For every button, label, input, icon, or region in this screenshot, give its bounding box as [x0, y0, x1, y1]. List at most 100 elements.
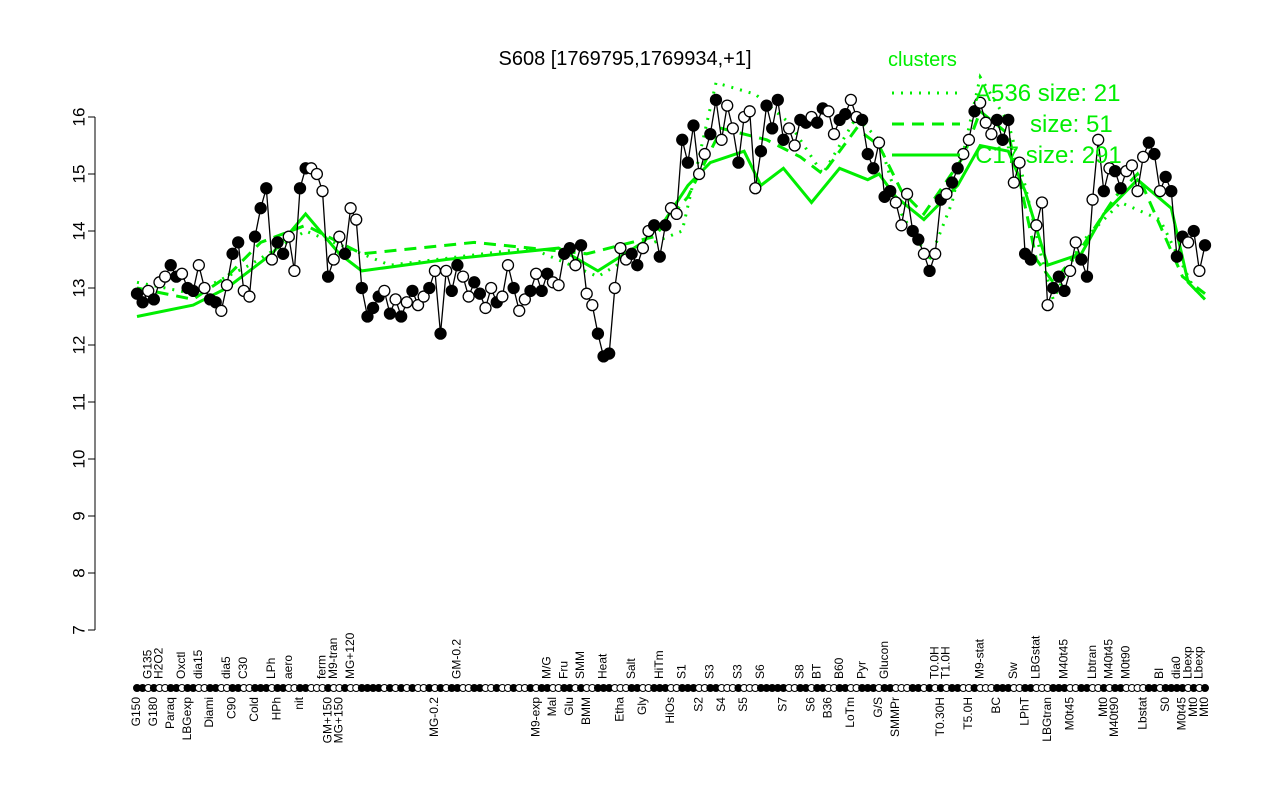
x-tick-label: dia15	[191, 649, 205, 679]
data-point	[535, 284, 548, 298]
data-point	[456, 270, 470, 283]
x-tick-label: M40t45	[1102, 639, 1116, 679]
data-point	[1125, 159, 1139, 172]
x-tick-label: Diami	[202, 697, 216, 728]
data-point	[1030, 219, 1043, 232]
x-tick-label: SMMPr	[888, 697, 902, 737]
data-point	[923, 264, 936, 278]
data-point	[524, 284, 537, 298]
data-point	[1131, 184, 1144, 198]
data-point	[749, 182, 762, 195]
rug-mark	[1201, 684, 1209, 692]
y-tick-label: 11	[69, 393, 88, 411]
data-point	[215, 304, 228, 317]
data-point	[996, 133, 1009, 146]
data-point	[1024, 253, 1037, 266]
data-point	[1153, 184, 1167, 198]
data-point	[676, 133, 689, 146]
legend: clusters A536 size: 21 size: 51 C17 size: …	[888, 49, 1122, 169]
data-point	[1075, 253, 1088, 266]
data-point	[417, 290, 430, 303]
data-point	[895, 219, 908, 232]
x-tick-label: MG-0.2	[427, 697, 441, 737]
x-tick-label: LBGexp	[180, 697, 194, 741]
x-tick-label: S0	[1158, 697, 1172, 712]
x-tick-label: BI	[1152, 668, 1166, 679]
data-point	[945, 176, 959, 189]
x-tick-label: MG+150	[332, 697, 346, 744]
x-tick-label: Etha	[613, 697, 627, 722]
x-tick-label: S2	[691, 697, 705, 712]
data-point	[321, 270, 335, 283]
x-tick-label: BC	[989, 697, 1003, 714]
x-tick-label: G180	[146, 697, 160, 727]
data-point	[541, 267, 554, 280]
x-tick-label: M0t45	[1062, 697, 1076, 731]
data-point	[1181, 236, 1195, 249]
x-tick-label: ferm	[315, 655, 329, 679]
data-point	[271, 236, 284, 249]
data-point	[158, 270, 172, 283]
data-point	[771, 93, 784, 107]
x-tick-label: S3	[703, 664, 717, 679]
x-tick-label: Mt0	[1186, 697, 1200, 717]
data-point	[411, 298, 425, 312]
data-point	[1198, 239, 1212, 252]
data-point	[260, 182, 273, 195]
data-point	[760, 99, 773, 112]
x-tick-label: S6	[804, 697, 818, 712]
x-tick-label: S1	[674, 664, 688, 679]
data-point	[350, 213, 363, 226]
x-tick-label: M0t90	[1118, 645, 1132, 679]
data-point	[209, 296, 222, 309]
x-tick-label: dia0	[1169, 656, 1183, 679]
data-point	[226, 247, 239, 260]
x-tick-label: S4	[714, 697, 728, 712]
data-point	[580, 287, 593, 300]
data-point	[732, 156, 745, 169]
x-tick-label: dia5	[219, 656, 233, 679]
data-point	[614, 241, 627, 255]
data-point	[232, 236, 245, 249]
legend-label: size: 51	[1030, 111, 1113, 138]
x-tick-label: C30	[236, 657, 250, 679]
x-tick-label: M9-exp	[528, 697, 542, 737]
x-tick-label: HPh	[270, 697, 284, 720]
x-tick-label: M/G	[540, 656, 554, 679]
data-point	[766, 122, 779, 135]
data-point	[1187, 224, 1200, 238]
data-point	[293, 182, 307, 195]
data-point	[1063, 264, 1077, 278]
data-point	[940, 187, 953, 201]
data-point	[861, 147, 874, 161]
x-tick-label: Gly	[635, 697, 649, 715]
data-point	[316, 184, 329, 198]
x-tick-label: G/S	[871, 697, 885, 718]
data-point	[884, 184, 897, 198]
data-point	[754, 145, 768, 158]
data-point	[254, 202, 267, 215]
data-point	[872, 136, 886, 149]
data-point	[782, 122, 796, 135]
x-tick-label: Salt	[624, 658, 638, 679]
data-point	[653, 250, 666, 263]
data-point	[1007, 176, 1021, 189]
data-point	[855, 113, 869, 126]
data-point	[428, 264, 442, 278]
data-point	[625, 247, 638, 260]
data-point	[333, 230, 346, 243]
legend-label: A536 size: 21	[975, 80, 1120, 107]
x-tick-label: M9-tran	[326, 638, 340, 679]
data-point	[451, 259, 464, 272]
data-point	[715, 133, 728, 146]
data-point	[563, 241, 576, 255]
data-point	[709, 93, 723, 107]
data-point	[496, 290, 509, 303]
x-tick-label: H2O2	[152, 647, 166, 679]
data-point	[962, 133, 976, 146]
data-point	[889, 196, 902, 209]
x-tick-label: Lbstat	[1135, 696, 1149, 729]
data-point	[692, 167, 706, 181]
data-point	[603, 347, 616, 360]
x-tick-label: Cold	[247, 697, 261, 722]
